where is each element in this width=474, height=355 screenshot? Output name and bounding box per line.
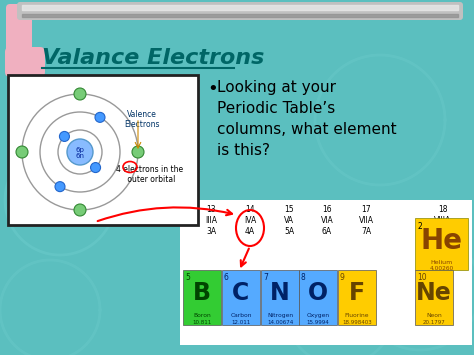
Text: •: • [207,80,218,98]
FancyBboxPatch shape [17,2,463,20]
Text: 12.011: 12.011 [231,320,251,325]
Text: 5: 5 [185,273,190,282]
Text: Oxygen: Oxygen [306,313,329,318]
Text: is this?: is this? [217,143,270,158]
Text: 6: 6 [224,273,229,282]
Circle shape [132,146,144,158]
Text: F: F [349,281,365,305]
FancyBboxPatch shape [6,4,32,67]
Text: N: N [270,281,290,305]
Text: B: B [193,281,211,305]
Text: 18.998403: 18.998403 [342,320,372,325]
Text: 2: 2 [418,222,423,231]
FancyBboxPatch shape [338,270,376,325]
Text: Boron: Boron [193,313,211,318]
Text: Valance Electrons: Valance Electrons [42,48,264,68]
Circle shape [67,139,93,165]
Circle shape [55,182,65,192]
FancyBboxPatch shape [415,218,468,270]
Text: 14.00674: 14.00674 [267,320,293,325]
Text: Neon: Neon [426,313,442,318]
Text: 17
VIIA
7A: 17 VIIA 7A [358,205,374,236]
Text: 10: 10 [417,273,427,282]
FancyBboxPatch shape [8,75,198,225]
Text: 4 electrons in the
 outer orbital: 4 electrons in the outer orbital [117,165,183,184]
Circle shape [16,146,28,158]
Text: C: C [232,281,250,305]
Text: O: O [308,281,328,305]
Text: 8: 8 [301,273,306,282]
FancyBboxPatch shape [5,47,45,77]
FancyBboxPatch shape [222,270,260,325]
Text: 16
VIA
6A: 16 VIA 6A [320,205,333,236]
Text: Nitrogen: Nitrogen [267,313,293,318]
Text: Looking at your: Looking at your [217,80,336,95]
FancyBboxPatch shape [299,270,337,325]
Circle shape [95,113,105,122]
Text: Carbon: Carbon [230,313,252,318]
Text: 13
IIIA
3A: 13 IIIA 3A [205,205,217,236]
Text: 15
VA
5A: 15 VA 5A [284,205,294,236]
Circle shape [59,131,70,141]
Text: 9: 9 [340,273,345,282]
Text: 6p: 6p [75,147,84,153]
FancyBboxPatch shape [180,200,472,345]
Text: 14
IVA
4A: 14 IVA 4A [244,205,256,236]
Text: Valence
Electrons: Valence Electrons [124,110,160,130]
FancyBboxPatch shape [183,270,221,325]
Text: 20.1797: 20.1797 [423,320,446,325]
Text: He: He [420,228,463,255]
FancyBboxPatch shape [415,270,453,325]
Text: Helium: Helium [430,260,453,265]
Text: 6n: 6n [75,153,84,159]
Text: 18
VIIIA
8A: 18 VIIIA 8A [434,205,452,236]
FancyBboxPatch shape [261,270,299,325]
Circle shape [74,204,86,216]
Text: 4.00260: 4.00260 [429,266,454,271]
Circle shape [91,163,100,173]
Text: 10.811: 10.811 [192,320,211,325]
Text: Ne: Ne [416,281,452,305]
Text: Periodic Table’s: Periodic Table’s [217,101,335,116]
Text: 7: 7 [263,273,268,282]
Text: Fluorine: Fluorine [345,313,369,318]
Text: columns, what element: columns, what element [217,122,397,137]
Circle shape [74,88,86,100]
Text: 15.9994: 15.9994 [307,320,329,325]
